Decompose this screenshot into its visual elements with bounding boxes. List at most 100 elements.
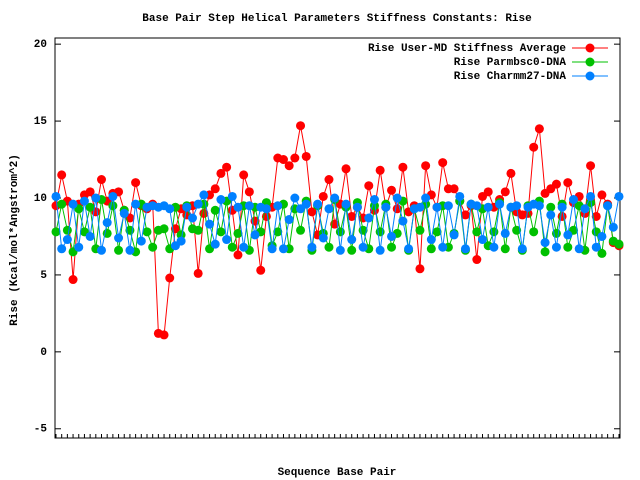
point — [387, 231, 397, 241]
point — [489, 242, 499, 252]
point — [438, 242, 448, 252]
point — [335, 245, 345, 255]
point — [483, 202, 493, 212]
point — [597, 190, 607, 200]
point — [131, 199, 141, 209]
point — [193, 199, 203, 209]
point — [614, 191, 624, 201]
point — [250, 230, 260, 240]
point — [512, 225, 522, 235]
point — [216, 195, 226, 205]
point — [512, 201, 522, 211]
point — [102, 218, 112, 228]
point — [324, 204, 334, 214]
point — [284, 215, 294, 225]
point — [563, 242, 573, 252]
point — [438, 158, 448, 168]
x-axis-label: Sequence Base Pair — [278, 467, 397, 479]
point — [108, 191, 118, 201]
point — [580, 204, 590, 214]
point — [222, 162, 232, 172]
point — [114, 245, 124, 255]
point — [432, 227, 442, 237]
point — [187, 213, 197, 223]
point — [239, 242, 249, 252]
point — [233, 250, 243, 260]
point — [472, 227, 482, 237]
point — [546, 202, 556, 212]
point — [193, 225, 203, 235]
point — [176, 236, 186, 246]
point — [586, 191, 596, 201]
point — [449, 184, 459, 194]
point — [347, 211, 357, 221]
point — [352, 202, 362, 212]
point — [517, 244, 527, 254]
y-tick-label: 10 — [34, 193, 47, 205]
point — [324, 175, 334, 185]
point — [608, 222, 618, 232]
legend-label: Rise User-MD Stiffness Average — [368, 43, 566, 55]
point — [199, 190, 209, 200]
point — [205, 219, 215, 229]
point — [301, 151, 311, 161]
point — [500, 244, 510, 254]
point — [193, 268, 203, 278]
point — [375, 165, 385, 175]
point — [415, 202, 425, 212]
point — [131, 178, 141, 188]
y-tick-label: 20 — [34, 39, 47, 51]
legend-marker — [585, 43, 595, 53]
point — [216, 168, 226, 178]
point — [426, 235, 436, 245]
point — [534, 201, 544, 211]
point — [273, 227, 283, 237]
point — [91, 193, 101, 203]
point — [307, 207, 317, 217]
point — [244, 201, 254, 211]
point — [506, 168, 516, 178]
point — [278, 155, 288, 165]
point — [210, 239, 220, 249]
point — [381, 202, 391, 212]
point — [296, 121, 306, 131]
point — [358, 242, 368, 252]
point — [335, 227, 345, 237]
point — [426, 244, 436, 254]
point — [68, 199, 78, 209]
point — [318, 233, 328, 243]
point — [176, 230, 186, 240]
point — [347, 245, 357, 255]
point — [591, 242, 601, 252]
point — [210, 184, 220, 194]
legend-marker — [585, 57, 595, 67]
point — [460, 244, 470, 254]
point — [296, 225, 306, 235]
y-tick-label: 0 — [40, 347, 47, 359]
point — [216, 227, 226, 237]
point — [472, 201, 482, 211]
point — [96, 175, 106, 185]
point — [540, 238, 550, 248]
point — [210, 205, 220, 215]
point — [85, 231, 95, 241]
point — [227, 242, 237, 252]
point — [551, 242, 561, 252]
point — [597, 231, 607, 241]
point — [62, 235, 72, 245]
point — [563, 178, 573, 188]
point — [244, 187, 254, 197]
point — [489, 227, 499, 237]
y-tick-label: 5 — [40, 270, 47, 282]
point — [57, 244, 67, 254]
y-tick-label: 15 — [34, 116, 48, 128]
point — [364, 213, 374, 223]
point — [455, 191, 465, 201]
point — [165, 204, 175, 214]
point — [387, 242, 397, 252]
point — [57, 170, 67, 180]
legend-label: Rise Parmbsc0-DNA — [454, 57, 567, 69]
point — [125, 245, 135, 255]
point — [307, 242, 317, 252]
